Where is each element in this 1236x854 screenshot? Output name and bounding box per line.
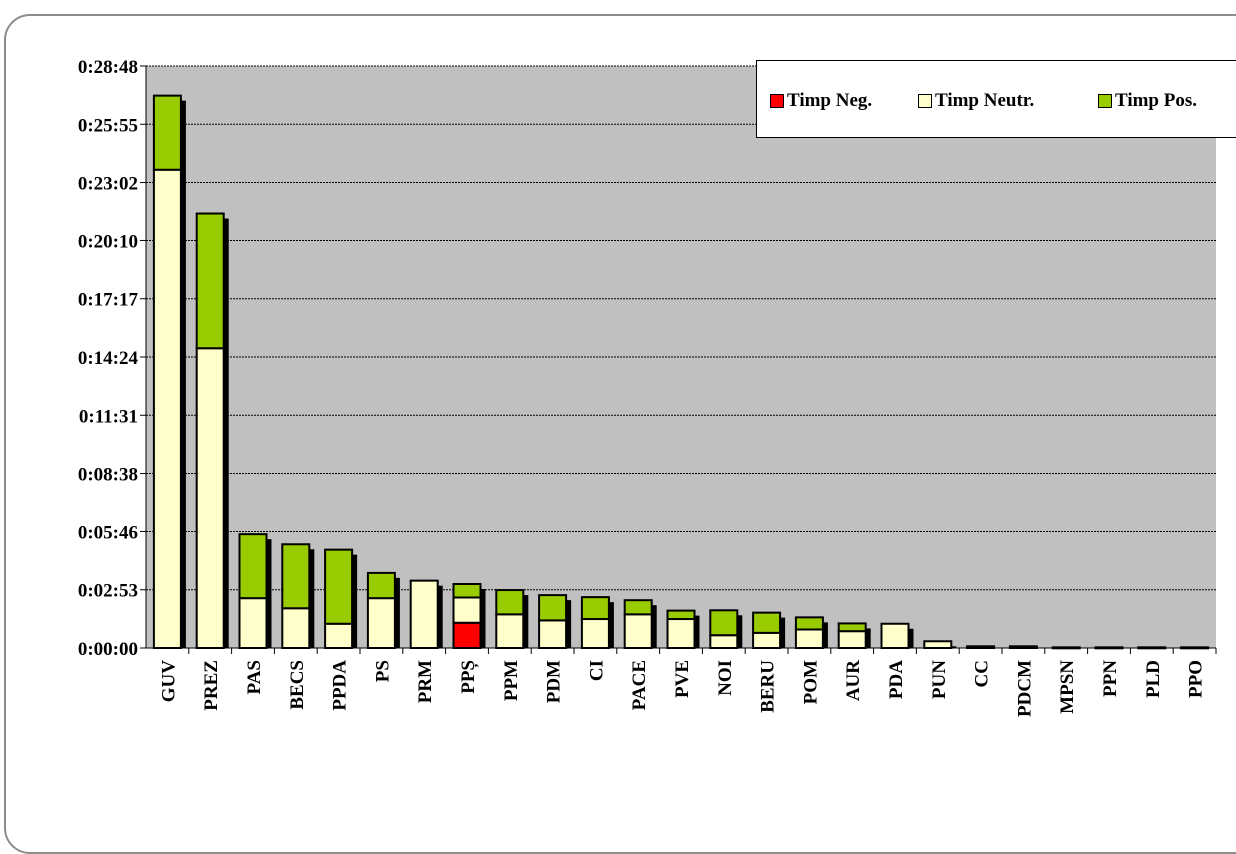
x-category-label: PDCM bbox=[1014, 660, 1035, 717]
bar-pdm-neutr bbox=[538, 619, 568, 650]
y-tick-label: 0:11:31 bbox=[79, 406, 138, 427]
y-tick-label: 0:14:24 bbox=[78, 348, 139, 369]
y-tick-label: 0:28:48 bbox=[78, 57, 138, 78]
bar-ppm-pos bbox=[495, 589, 525, 616]
bar-pve-neutr bbox=[666, 618, 696, 650]
bar-ps-pos bbox=[366, 571, 396, 600]
bar-ppș-pos bbox=[452, 583, 482, 599]
bar-ppș-neutr bbox=[452, 596, 482, 624]
x-category-label: PDA bbox=[886, 660, 907, 699]
x-category-label: PS bbox=[372, 660, 393, 682]
bar-becs-pos bbox=[281, 543, 311, 610]
bar-aur-neutr bbox=[837, 630, 867, 650]
bar-aur-pos bbox=[837, 622, 867, 633]
x-category-label: PDM bbox=[544, 660, 565, 703]
bar-prm-neutr bbox=[409, 579, 439, 650]
bar-becs-neutr bbox=[281, 607, 311, 650]
bar-beru-pos bbox=[752, 611, 782, 634]
x-category-label: PRM bbox=[415, 660, 436, 703]
legend-swatch-neg bbox=[770, 94, 784, 108]
bar-pom-neutr bbox=[794, 628, 824, 650]
x-category-label: PVE bbox=[672, 660, 693, 698]
bar-guv-neutr bbox=[152, 168, 182, 649]
legend-item-neutr: Timp Neutr. bbox=[918, 91, 1034, 111]
legend-item-pos: Timp Pos. bbox=[1098, 91, 1197, 111]
axes bbox=[145, 66, 1217, 654]
y-tick-label: 0:05:46 bbox=[78, 522, 138, 543]
legend-label-neutr: Timp Neutr. bbox=[935, 90, 1035, 111]
legend-label-pos: Timp Pos. bbox=[1115, 90, 1198, 111]
y-axis-tick-labels: 0:00:00 0:02:53 0:05:46 0:08:38 0:11:31 0:14:… bbox=[78, 57, 139, 660]
x-category-label: NOI bbox=[715, 660, 736, 696]
x-category-label: PPN bbox=[1100, 660, 1121, 697]
bars bbox=[152, 94, 1210, 650]
x-category-label: CC bbox=[972, 660, 993, 687]
x-category-label: PLD bbox=[1143, 660, 1164, 698]
y-tick-label: 0:23:02 bbox=[78, 174, 138, 195]
y-tick-label: 0:02:53 bbox=[78, 581, 138, 602]
bar-ppș-neg bbox=[452, 621, 482, 649]
x-category-label: GUV bbox=[158, 660, 179, 703]
x-category-label: PREZ bbox=[201, 660, 222, 711]
gridlines bbox=[140, 65, 1216, 649]
x-category-label: POM bbox=[800, 660, 821, 704]
x-category-label: BERU bbox=[758, 660, 779, 713]
x-category-label: CI bbox=[586, 660, 607, 681]
x-category-label: PACE bbox=[629, 660, 650, 710]
legend-swatch-pos bbox=[1098, 94, 1112, 108]
bar-noi-pos bbox=[709, 609, 739, 637]
bar-pace-neutr bbox=[623, 613, 653, 650]
x-category-label: PPO bbox=[1186, 660, 1207, 698]
bar-ps-neutr bbox=[366, 597, 396, 649]
stacked-bar-chart: 0:00:00 0:02:53 0:05:46 0:08:38 0:11:31 0:14:… bbox=[78, 57, 1217, 717]
x-category-label: MPSN bbox=[1057, 660, 1078, 714]
bar-beru-neutr bbox=[752, 631, 782, 649]
bar-pace-pos bbox=[623, 599, 653, 616]
y-tick-label: 0:17:17 bbox=[78, 290, 139, 311]
bar-noi-neutr bbox=[709, 634, 739, 650]
bar-pve-pos bbox=[666, 609, 696, 621]
x-category-label: AUR bbox=[843, 660, 864, 701]
bar-ci-neutr bbox=[580, 618, 610, 650]
bar-pas-neutr bbox=[238, 597, 268, 649]
y-tick-label: 0:25:55 bbox=[78, 115, 138, 136]
y-tick-label: 0:08:38 bbox=[78, 465, 138, 486]
bar-ppda-neutr bbox=[324, 622, 354, 649]
bar-guv-pos bbox=[152, 94, 182, 171]
legend-item-neg: Timp Neg. bbox=[770, 91, 872, 111]
legend-label-neg: Timp Neg. bbox=[787, 90, 873, 111]
legend: Timp Neg. Timp Neutr. Timp Pos. bbox=[756, 60, 1236, 138]
bar-prez-pos bbox=[195, 212, 225, 350]
bar-pun-neutr bbox=[923, 640, 953, 650]
bar-ppm-neutr bbox=[495, 613, 525, 650]
bar-prez-neutr bbox=[195, 347, 225, 649]
bar-ppda-pos bbox=[324, 548, 354, 625]
x-category-label: PPM bbox=[501, 660, 522, 701]
bar-pom-pos bbox=[794, 616, 824, 631]
legend-swatch-neutr bbox=[918, 94, 932, 108]
x-axis-category-labels: GUV PREZ PAS BECS PPDA PS PRM PPȘ PPM PDM CI PACE PV… bbox=[158, 660, 1206, 717]
y-tick-label: 0:00:00 bbox=[78, 639, 138, 660]
x-category-label: PUN bbox=[929, 660, 950, 699]
x-category-label: PAS bbox=[244, 660, 265, 694]
bar-pda-neutr bbox=[880, 622, 910, 649]
bar-ci-pos bbox=[580, 596, 610, 621]
bar-pdm-pos bbox=[538, 594, 568, 622]
bar-pas-pos bbox=[238, 533, 268, 600]
y-tick-label: 0:20:10 bbox=[78, 231, 138, 252]
x-category-label: PPDA bbox=[330, 660, 351, 711]
x-category-label: BECS bbox=[287, 660, 308, 710]
x-category-label: PPȘ bbox=[458, 660, 479, 694]
